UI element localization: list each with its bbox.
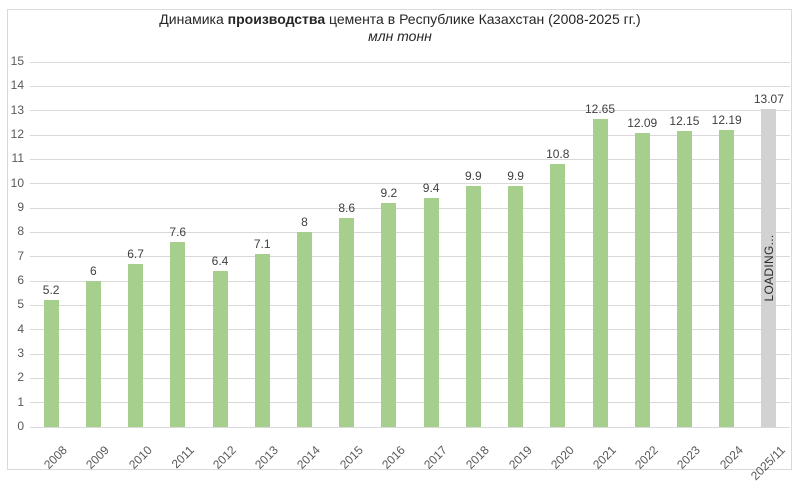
gridline-5 <box>30 304 790 306</box>
bar-2009 <box>85 281 101 427</box>
bar-2020 <box>550 164 566 427</box>
value-label-2025/11: 13.07 <box>753 91 784 106</box>
gridline-9 <box>30 207 790 209</box>
y-axis-tick-3: 3 <box>17 346 24 360</box>
x-axis-tick-2025/11: 2025/11 <box>747 443 788 482</box>
value-label-2024: 12.19 <box>711 113 742 128</box>
x-axis-tick-2011: 2011 <box>168 443 197 472</box>
value-label-2012: 6.4 <box>211 254 229 269</box>
value-label-2013: 7.1 <box>253 237 271 252</box>
value-label-2022: 12.09 <box>627 115 658 130</box>
bar-2017 <box>423 198 439 427</box>
y-axis-tick-13: 13 <box>10 102 24 117</box>
gridline-11 <box>30 158 790 160</box>
gridline-3 <box>30 353 790 355</box>
y-axis-tick-5: 5 <box>17 297 24 312</box>
x-axis-tick-2016: 2016 <box>378 443 408 472</box>
title-prefix: Динамика <box>159 11 228 27</box>
value-label-2019: 9.9 <box>507 169 524 184</box>
chart-frame <box>7 9 792 470</box>
gridline-8 <box>30 231 790 233</box>
y-axis-tick-2: 2 <box>17 370 24 385</box>
title-suffix: цемента в Республике Казахстан (2008-202… <box>325 11 641 27</box>
x-axis-tick-2010: 2010 <box>125 443 155 472</box>
x-axis-tick-2014: 2014 <box>294 443 324 472</box>
gridline-14 <box>30 85 790 87</box>
x-axis-tick-2015: 2015 <box>336 443 366 472</box>
x-axis-tick-2022: 2022 <box>632 443 662 472</box>
x-axis-tick-2019: 2019 <box>505 443 535 472</box>
gridline-2 <box>30 377 790 379</box>
bar-2023 <box>676 131 692 427</box>
gridline-6 <box>30 280 790 282</box>
y-axis-tick-10: 10 <box>10 175 24 190</box>
chart-subtitle: млн тонн <box>368 28 432 44</box>
loading-text: LOADING... <box>762 234 777 302</box>
bar-2011 <box>170 242 186 427</box>
y-axis-tick-15: 15 <box>10 54 24 68</box>
bar-2021 <box>592 119 608 427</box>
bar-2010 <box>128 263 144 427</box>
gridline-0 <box>30 426 790 428</box>
x-axis-tick-2023: 2023 <box>674 443 704 472</box>
gridline-7 <box>30 256 790 258</box>
value-label-2009: 6 <box>89 264 97 278</box>
bar-2016 <box>381 203 397 427</box>
y-axis-tick-12: 12 <box>10 127 24 141</box>
y-axis-tick-0: 0 <box>17 419 24 433</box>
value-label-2011: 7.6 <box>169 225 187 240</box>
chart-title: Динамика производства цемента в Республи… <box>0 11 800 28</box>
value-label-2018: 9.9 <box>464 169 482 184</box>
gridline-4 <box>30 329 790 331</box>
x-axis-tick-2018: 2018 <box>463 443 493 472</box>
bar-2014 <box>296 232 312 427</box>
gridline-12 <box>30 134 790 136</box>
y-axis-tick-6: 6 <box>17 273 24 287</box>
value-label-2023: 12.15 <box>669 114 700 129</box>
value-label-2020: 10.8 <box>546 147 570 162</box>
bar-2019 <box>508 186 524 427</box>
bar-2012 <box>212 271 228 427</box>
value-label-2015: 8.6 <box>338 200 355 215</box>
bar-2022 <box>634 132 650 427</box>
x-axis-tick-2024: 2024 <box>716 443 746 472</box>
value-label-2010: 6.7 <box>127 246 144 261</box>
gridline-1 <box>30 402 790 404</box>
title-bold: производства <box>227 11 326 27</box>
x-axis-tick-2017: 2017 <box>421 443 451 472</box>
value-label-2014: 8 <box>301 215 308 230</box>
value-label-2021: 12.65 <box>584 102 616 117</box>
y-axis-tick-9: 9 <box>17 200 24 214</box>
x-axis-tick-2020: 2020 <box>547 443 577 472</box>
gridline-13 <box>30 110 790 112</box>
x-axis-tick-2013: 2013 <box>252 443 282 472</box>
loading-bar-2025/11 <box>761 108 777 427</box>
value-label-2008: 5.2 <box>42 283 60 298</box>
gridline-15 <box>30 61 790 63</box>
x-axis-tick-2009: 2009 <box>83 443 113 472</box>
bar-2008 <box>43 300 59 427</box>
value-label-2016: 9.2 <box>380 186 398 201</box>
y-axis-tick-11: 11 <box>11 151 24 166</box>
bar-2018 <box>465 186 481 427</box>
bar-2013 <box>254 254 270 427</box>
y-axis-tick-8: 8 <box>17 224 24 239</box>
x-axis-tick-2008: 2008 <box>41 443 71 472</box>
x-axis-tick-2021: 2021 <box>590 443 619 472</box>
bar-2015 <box>339 217 355 427</box>
y-axis-tick-1: 1 <box>17 394 24 409</box>
x-axis-tick-2012: 2012 <box>210 443 239 472</box>
y-axis-tick-7: 7 <box>17 248 24 263</box>
gridline-10 <box>30 183 790 185</box>
y-axis-tick-14: 14 <box>10 78 24 93</box>
bar-2024 <box>719 130 735 427</box>
value-label-2017: 9.4 <box>422 181 440 196</box>
y-axis-tick-4: 4 <box>17 321 24 336</box>
